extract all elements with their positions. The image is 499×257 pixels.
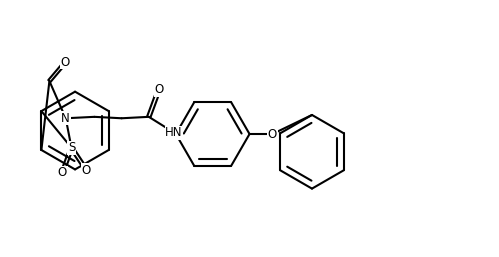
Text: O: O xyxy=(60,56,70,69)
Text: HN: HN xyxy=(165,126,183,139)
Text: O: O xyxy=(58,166,67,179)
Text: S: S xyxy=(68,141,75,154)
Text: O: O xyxy=(154,83,164,96)
Text: N: N xyxy=(61,112,70,125)
Text: O: O xyxy=(268,127,277,141)
Text: O: O xyxy=(82,163,91,177)
